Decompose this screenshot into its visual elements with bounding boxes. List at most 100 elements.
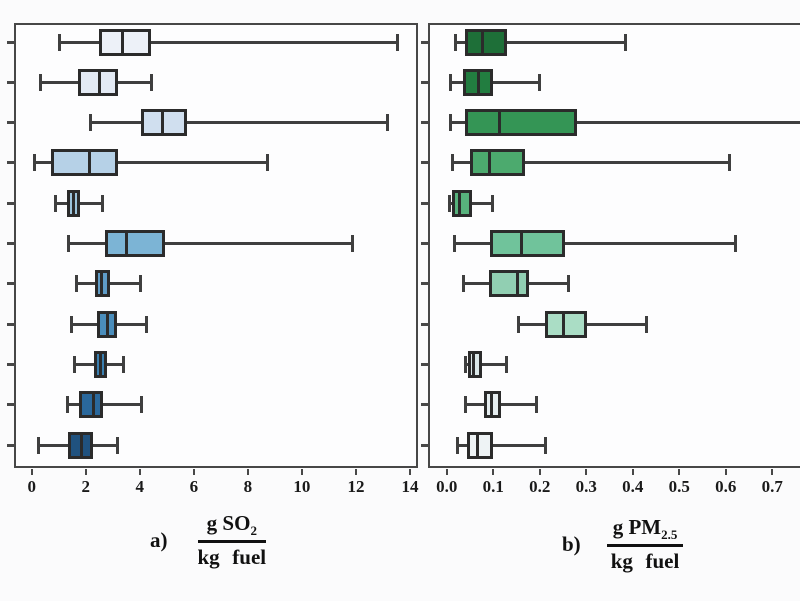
box-b-1	[465, 28, 508, 56]
box-b-11	[466, 431, 494, 459]
median-line-a-9	[99, 350, 103, 378]
x-tick-a-8	[246, 469, 249, 475]
median-line-a-4	[88, 149, 92, 177]
whisker-line-b-10	[464, 403, 537, 407]
median-line-a-7	[100, 270, 104, 298]
whisker-line-b-11	[456, 443, 547, 447]
whisker-line-b-3	[450, 121, 800, 125]
whisker-cap-high-b-2	[537, 73, 541, 91]
whisker-cap-low-a-10	[65, 396, 69, 414]
median-line-a-5	[72, 189, 76, 217]
whisker-line-a-4	[34, 161, 269, 165]
y-tick-a-9	[7, 362, 14, 366]
whisker-cap-high-b-1	[623, 33, 627, 51]
whisker-cap-high-a-5	[101, 194, 105, 212]
x-tick-a-4	[138, 469, 141, 475]
median-line-b-11	[475, 431, 479, 459]
median-line-b-1	[480, 28, 484, 56]
y-tick-a-4	[7, 161, 14, 165]
whisker-cap-low-b-6	[452, 235, 456, 252]
whisker-line-b-6	[453, 242, 737, 245]
x-tick-label-a-4: 4	[135, 477, 145, 496]
median-line-b-10	[490, 391, 494, 419]
x-tick-label-b-0.1: 0.1	[482, 477, 504, 496]
whisker-line-b-9	[464, 362, 507, 366]
median-line-a-6	[124, 230, 128, 257]
median-line-b-2	[476, 68, 480, 96]
y-tick-b-5	[421, 201, 428, 205]
panel-b-plot-area	[428, 23, 800, 468]
y-tick-a-1	[7, 40, 14, 44]
panel-a-letter: a)	[150, 528, 168, 553]
y-tick-a-8	[7, 322, 14, 326]
panel-a-axis-label: a) g SO2 kg fuel	[150, 511, 267, 570]
whisker-cap-high-b-5	[491, 194, 495, 212]
y-tick-b-1	[421, 40, 428, 44]
whisker-cap-low-a-1	[57, 33, 61, 51]
whisker-cap-low-a-9	[72, 355, 76, 373]
whisker-cap-high-a-9	[121, 355, 125, 373]
y-tick-b-4	[421, 161, 428, 165]
x-tick-b-0.7	[771, 469, 774, 475]
x-tick-b-0.3	[585, 469, 588, 475]
whisker-cap-low-b-3	[449, 114, 453, 132]
median-line-b-9	[471, 350, 475, 378]
x-tick-label-a-0: 0	[27, 477, 36, 496]
box-b-7	[489, 270, 529, 298]
panel-a-plot-area	[14, 23, 418, 468]
whisker-cap-high-a-8	[144, 315, 148, 333]
x-tick-a-10	[300, 469, 303, 475]
panel-a-unit-denominator: kg fuel	[197, 545, 267, 570]
whisker-cap-high-b-9	[504, 355, 508, 373]
x-tick-b-0.6	[724, 469, 727, 475]
median-line-b-3	[497, 109, 501, 137]
x-tick-label-a-10: 10	[293, 477, 311, 496]
x-tick-label-b-0.3: 0.3	[575, 477, 597, 496]
y-tick-b-7	[421, 282, 428, 286]
y-tick-b-3	[421, 121, 428, 125]
whisker-cap-high-a-6	[351, 235, 355, 252]
x-tick-label-a-14: 14	[401, 477, 419, 496]
box-a-10	[78, 391, 104, 419]
x-tick-a-14	[408, 469, 411, 475]
whisker-cap-high-a-4	[266, 154, 270, 172]
y-tick-b-11	[421, 443, 428, 447]
box-a-6	[104, 230, 166, 257]
whisker-line-a-10	[66, 403, 143, 407]
x-tick-a-6	[192, 469, 195, 475]
whisker-cap-high-a-3	[386, 114, 390, 132]
x-tick-label-b-0.0: 0.0	[436, 477, 458, 496]
whisker-cap-low-a-3	[88, 114, 92, 132]
whisker-cap-low-b-11	[455, 436, 459, 454]
median-line-b-5	[457, 189, 461, 217]
y-tick-b-9	[421, 362, 428, 366]
x-tick-b-0.1	[492, 469, 495, 475]
median-line-a-1	[120, 28, 124, 56]
whisker-cap-low-b-8	[517, 315, 521, 333]
box-a-1	[99, 28, 151, 56]
whisker-cap-low-b-9	[463, 355, 467, 373]
y-tick-b-6	[421, 242, 428, 245]
x-tick-label-a-2: 2	[81, 477, 90, 496]
whisker-cap-high-a-7	[139, 275, 143, 293]
y-tick-a-2	[7, 80, 14, 84]
whisker-cap-low-a-4	[33, 154, 37, 172]
whisker-cap-high-b-7	[567, 275, 571, 293]
panel-b-unit-denominator: kg fuel	[610, 549, 680, 574]
x-tick-label-b-0.6: 0.6	[715, 477, 737, 496]
whisker-line-a-3	[89, 121, 389, 125]
x-tick-label-a-8: 8	[243, 477, 253, 496]
whisker-cap-low-a-5	[53, 194, 57, 212]
whisker-line-a-1	[58, 40, 398, 44]
y-tick-a-11	[7, 443, 14, 447]
x-tick-a-0	[30, 469, 33, 475]
x-tick-label-a-12: 12	[347, 477, 365, 496]
y-tick-b-8	[421, 322, 428, 326]
whisker-cap-low-a-2	[38, 73, 42, 91]
whisker-cap-low-a-6	[67, 235, 71, 252]
whisker-cap-high-b-4	[728, 154, 732, 172]
whisker-cap-low-b-1	[454, 33, 458, 51]
whisker-cap-high-b-6	[734, 235, 738, 252]
whisker-cap-high-a-2	[149, 73, 153, 91]
whisker-cap-low-a-11	[37, 436, 41, 454]
